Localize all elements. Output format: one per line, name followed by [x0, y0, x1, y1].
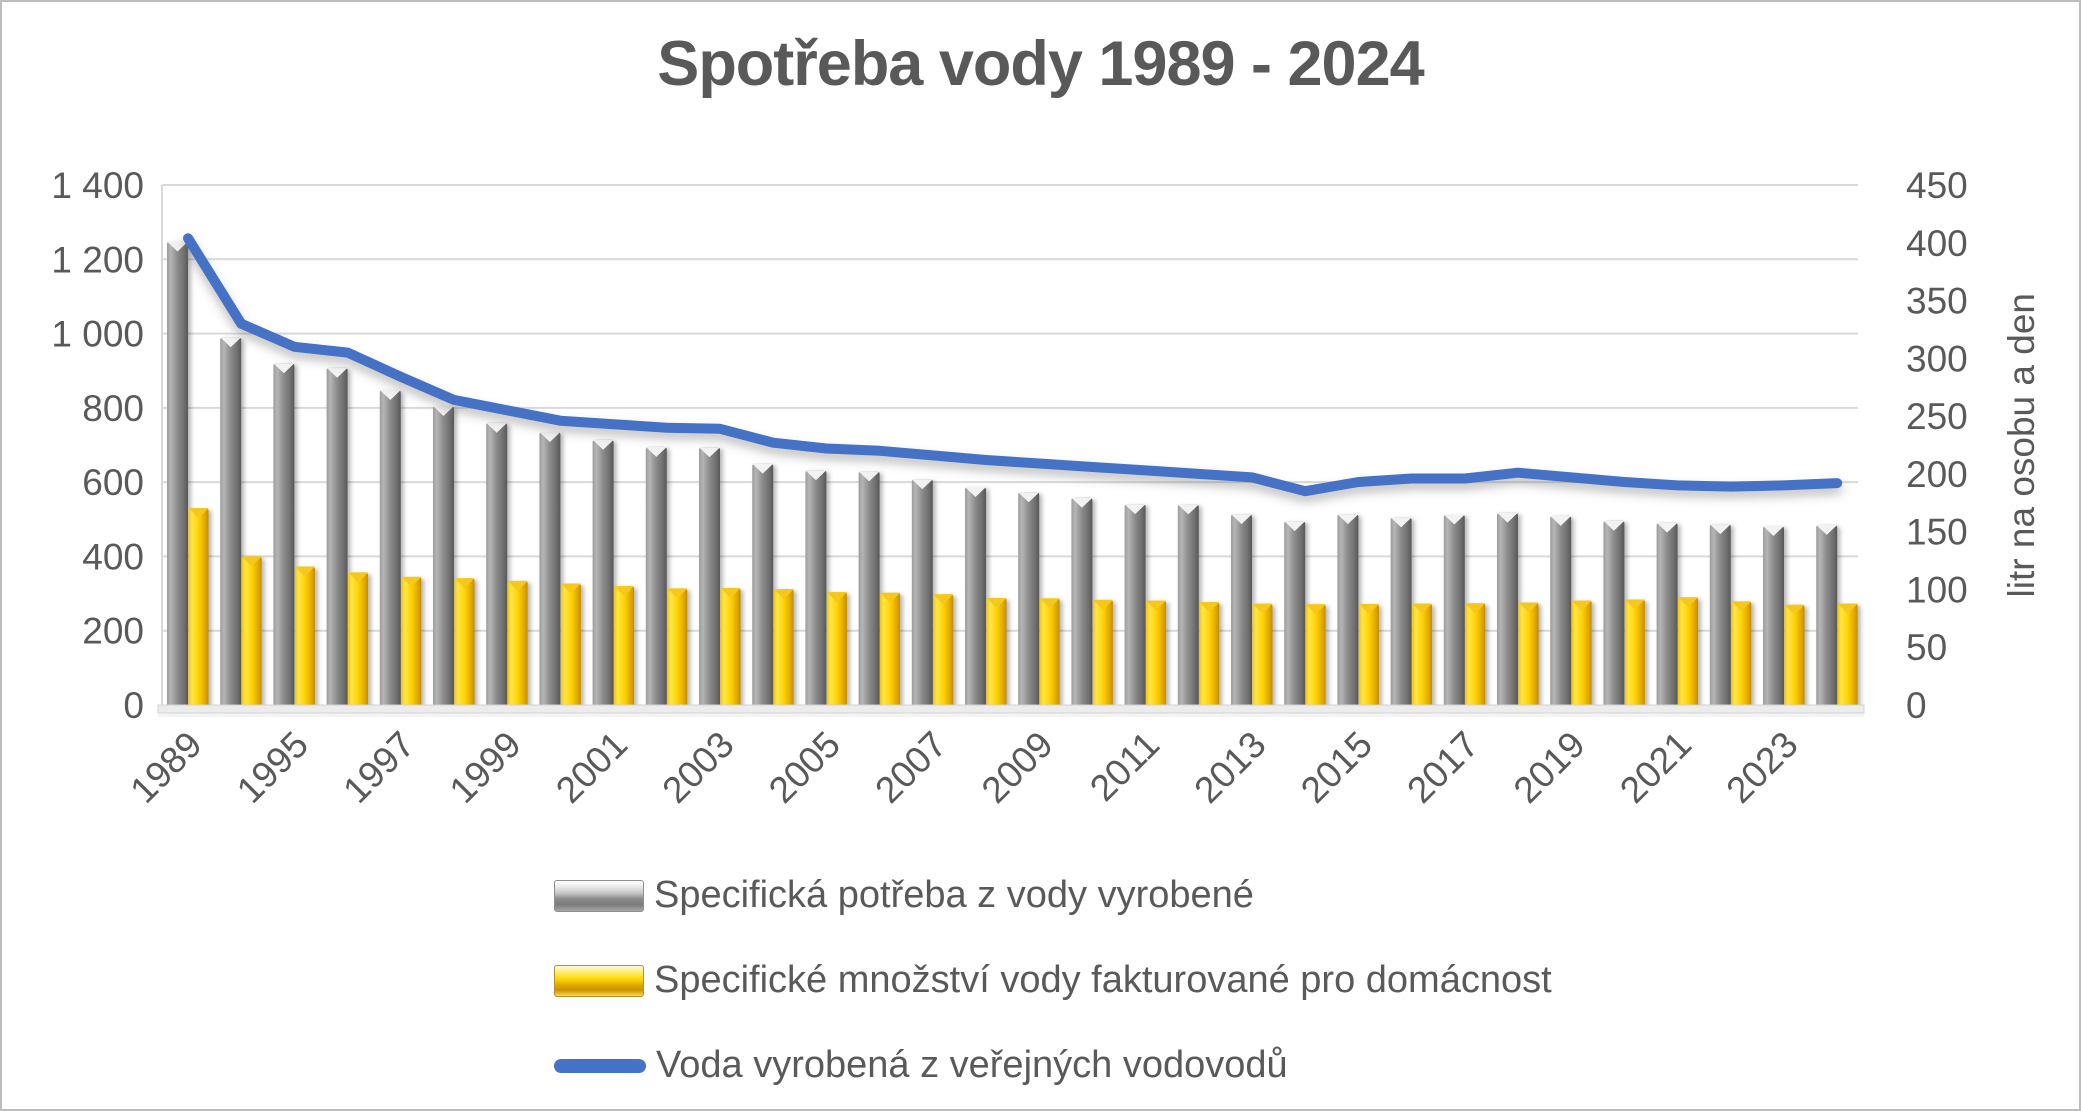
svg-text:2009: 2009 [974, 724, 1061, 811]
svg-text:350: 350 [1906, 281, 1968, 322]
legend-label-produced-demand: Specifická potřeba z vody vyrobené [654, 874, 1254, 916]
bars-specificka-potreba [167, 241, 1838, 709]
svg-text:200: 200 [1906, 454, 1968, 495]
svg-text:0: 0 [1906, 685, 1927, 726]
legend: Specifická potřeba z vody vyrobené Speci… [554, 874, 1552, 1087]
svg-text:800: 800 [82, 388, 144, 429]
y-axis-left-labels: 0 200 400 600 800 1 000 1 200 1 400 [51, 165, 144, 726]
legend-label-public-mains: Voda vyrobená z veřejných vodovodů [656, 1044, 1288, 1086]
svg-text:2017: 2017 [1399, 724, 1486, 811]
legend-item-billed-households: Specifické množství vody fakturované pro… [554, 959, 1552, 1002]
y-axis-right-labels: 0 50 100 150 200 250 300 350 400 450 [1906, 165, 1968, 726]
svg-text:2013: 2013 [1186, 724, 1273, 811]
blue-line-swatch-icon [554, 1058, 646, 1073]
svg-text:2005: 2005 [761, 724, 848, 811]
svg-text:2015: 2015 [1293, 724, 1380, 811]
svg-text:400: 400 [82, 536, 144, 577]
svg-text:1 000: 1 000 [51, 314, 144, 355]
svg-text:200: 200 [82, 611, 144, 652]
svg-text:2003: 2003 [654, 724, 741, 811]
right-axis-title: litr na osobu a den [2001, 292, 2042, 598]
legend-item-public-mains: Voda vyrobená z veřejných vodovodů [554, 1044, 1552, 1087]
plot-floor [157, 704, 1865, 717]
bars-fakturovane-domacnost [188, 508, 1858, 709]
svg-text:300: 300 [1906, 338, 1968, 379]
x-axis-labels: 1989 1995 1997 1999 2001 2003 2005 2007 2009 2011… [122, 724, 1805, 811]
svg-text:100: 100 [1906, 569, 1968, 610]
svg-text:400: 400 [1906, 223, 1968, 264]
svg-text:1 200: 1 200 [51, 239, 144, 280]
svg-text:2023: 2023 [1718, 724, 1805, 811]
legend-label-billed-households: Specifické množství vody fakturované pro… [654, 959, 1552, 1001]
svg-text:2001: 2001 [548, 724, 635, 811]
yellow-bar-swatch-icon [554, 964, 644, 997]
svg-text:50: 50 [1906, 627, 1947, 668]
svg-text:0: 0 [123, 685, 144, 726]
svg-text:1 400: 1 400 [51, 165, 144, 206]
legend-item-produced-demand: Specifická potřeba z vody vyrobené [554, 874, 1552, 917]
svg-text:2007: 2007 [867, 724, 954, 811]
svg-text:2019: 2019 [1506, 724, 1593, 811]
svg-text:1997: 1997 [335, 724, 422, 811]
svg-text:250: 250 [1906, 396, 1968, 437]
svg-text:2011: 2011 [1082, 724, 1167, 809]
chart-title: Spotřeba vody 1989 - 2024 [657, 29, 1424, 99]
svg-text:1995: 1995 [229, 724, 316, 811]
svg-text:150: 150 [1906, 512, 1968, 553]
svg-text:2021: 2021 [1612, 724, 1699, 811]
svg-text:450: 450 [1906, 165, 1968, 206]
gray-bar-swatch-icon [554, 879, 644, 912]
svg-text:1999: 1999 [442, 724, 529, 811]
line-voda-vyrobena [183, 233, 1843, 497]
svg-text:600: 600 [82, 462, 144, 503]
svg-text:1989: 1989 [122, 724, 209, 811]
